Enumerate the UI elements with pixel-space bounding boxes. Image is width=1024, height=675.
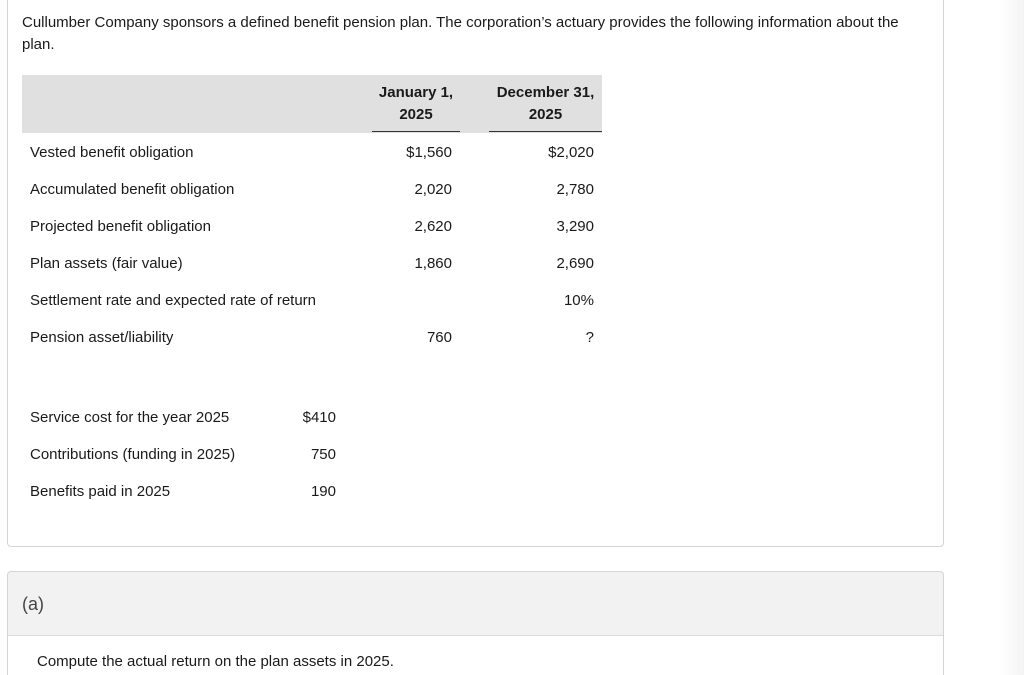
row-label: Pension asset/liability xyxy=(30,329,174,346)
row-label: Plan assets (fair value) xyxy=(30,255,183,272)
table-row: Settlement rate and expected rate of ret… xyxy=(30,290,600,312)
table-row: Plan assets (fair value) 1,860 2,690 xyxy=(30,253,600,275)
cost-label: Service cost for the year 2025 xyxy=(30,409,230,426)
cost-value: 190 xyxy=(310,483,336,500)
cost-value: $410 xyxy=(302,409,336,426)
column-header-january: January 1, 2025 xyxy=(372,82,460,132)
table-row: Pension asset/liability 760 ? xyxy=(30,327,600,349)
december-value: $2,020 xyxy=(548,144,594,161)
column-header-december: December 31, 2025 xyxy=(489,82,602,132)
row-label: Accumulated benefit obligation xyxy=(30,181,235,198)
cost-row: Service cost for the year 2025 $410 xyxy=(30,407,340,429)
part-a-question: Compute the actual return on the plan as… xyxy=(37,653,394,670)
december-value: 10% xyxy=(563,292,594,309)
december-value: 2,780 xyxy=(556,181,594,198)
table-row: Vested benefit obligation $1,560 $2,020 xyxy=(30,142,600,164)
row-label: Projected benefit obligation xyxy=(30,218,211,235)
january-value: 2,620 xyxy=(414,218,452,235)
cost-row: Benefits paid in 2025 190 xyxy=(30,481,340,503)
table-header-band xyxy=(22,75,602,133)
cost-label: Contributions (funding in 2025) xyxy=(30,446,236,463)
cost-label: Benefits paid in 2025 xyxy=(30,483,171,500)
row-label: Settlement rate and expected rate of ret… xyxy=(30,292,317,309)
cost-row: Contributions (funding in 2025) 750 xyxy=(30,444,340,466)
table-row: Projected benefit obligation 2,620 3,290 xyxy=(30,216,600,238)
january-value: $1,560 xyxy=(406,144,452,161)
row-label: Vested benefit obligation xyxy=(30,144,194,161)
december-value: ? xyxy=(585,329,594,346)
right-gutter xyxy=(945,0,1024,675)
january-value: 2,020 xyxy=(414,181,452,198)
december-value: 3,290 xyxy=(556,218,594,235)
problem-intro: Cullumber Company sponsors a defined ben… xyxy=(22,14,899,53)
table-row: Accumulated benefit obligation 2,020 2,7… xyxy=(30,179,600,201)
cost-value: 750 xyxy=(310,446,336,463)
december-value: 2,690 xyxy=(556,255,594,272)
part-a-body xyxy=(8,635,943,675)
january-value: 760 xyxy=(426,329,452,346)
january-value: 1,860 xyxy=(414,255,452,272)
part-a-label: (a) xyxy=(22,594,44,614)
